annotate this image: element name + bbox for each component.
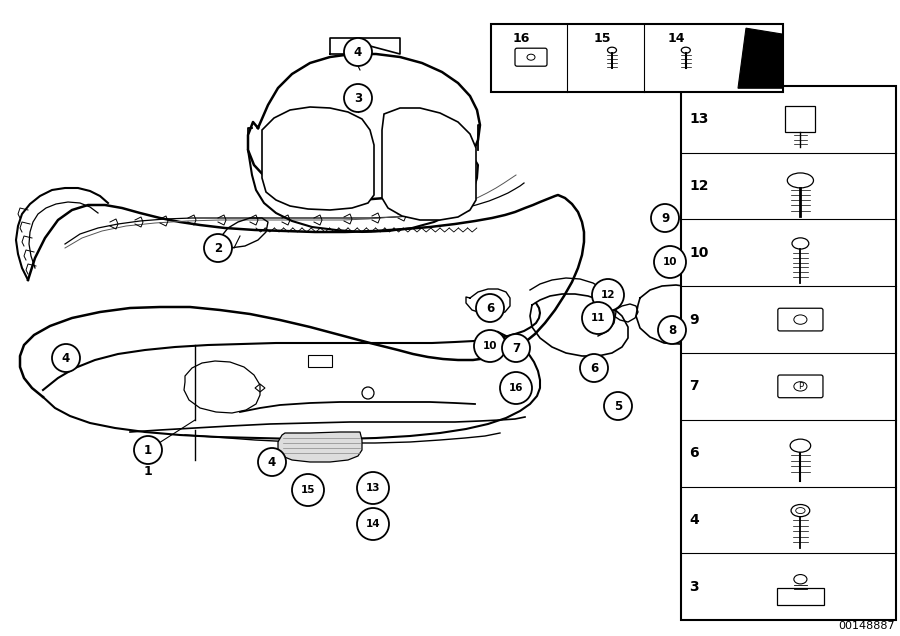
Text: 6: 6 [486,301,494,314]
Text: 10: 10 [482,341,497,351]
Text: 8: 8 [668,324,676,336]
Bar [491,24,783,92]
Circle shape [292,474,324,506]
Text: 13: 13 [689,112,708,127]
Circle shape [582,302,614,334]
Text: 9: 9 [661,212,669,225]
Bar [786,106,815,132]
Text: P: P [797,382,803,391]
Circle shape [204,234,232,262]
Circle shape [344,38,372,66]
Circle shape [357,472,389,504]
Circle shape [658,316,686,344]
Circle shape [474,330,506,362]
Text: 14: 14 [668,32,685,45]
Text: 13: 13 [365,483,380,493]
Text: 2: 2 [214,242,222,254]
Text: 3: 3 [354,92,362,104]
Text: 5: 5 [614,399,622,413]
Text: 9: 9 [689,312,699,327]
Polygon shape [278,432,362,462]
Circle shape [604,392,632,420]
Text: 16: 16 [513,32,530,45]
Polygon shape [262,107,374,210]
Text: 7: 7 [689,379,699,394]
Text: 4: 4 [354,46,362,59]
Text: 00148887: 00148887 [839,621,895,631]
Circle shape [344,84,372,112]
Text: 4: 4 [268,455,276,469]
Circle shape [357,508,389,540]
Circle shape [592,279,624,311]
Text: 15: 15 [594,32,611,45]
Text: 7: 7 [512,342,520,354]
Circle shape [476,294,504,322]
Circle shape [52,344,80,372]
Text: 11: 11 [590,313,605,323]
Circle shape [258,448,286,476]
Text: 15: 15 [301,485,315,495]
Text: 10: 10 [662,257,677,267]
Text: 10: 10 [689,245,708,260]
Text: 12: 12 [601,290,616,300]
Circle shape [580,354,608,382]
Bar [308,355,332,367]
Polygon shape [738,28,783,88]
Text: 1: 1 [144,443,152,457]
Text: 16: 16 [508,383,523,393]
Circle shape [502,334,530,362]
Text: 4: 4 [689,513,699,527]
Text: 3: 3 [689,579,699,594]
Text: 6: 6 [590,361,598,375]
Text: 6: 6 [689,446,699,460]
Text: 14: 14 [365,519,381,529]
Circle shape [500,372,532,404]
Circle shape [651,204,679,232]
Polygon shape [382,108,476,220]
Text: 4: 4 [62,352,70,364]
Bar [681,86,896,620]
Text: 1: 1 [144,465,152,478]
Circle shape [654,246,686,278]
Text: 12: 12 [689,179,709,193]
Circle shape [134,436,162,464]
